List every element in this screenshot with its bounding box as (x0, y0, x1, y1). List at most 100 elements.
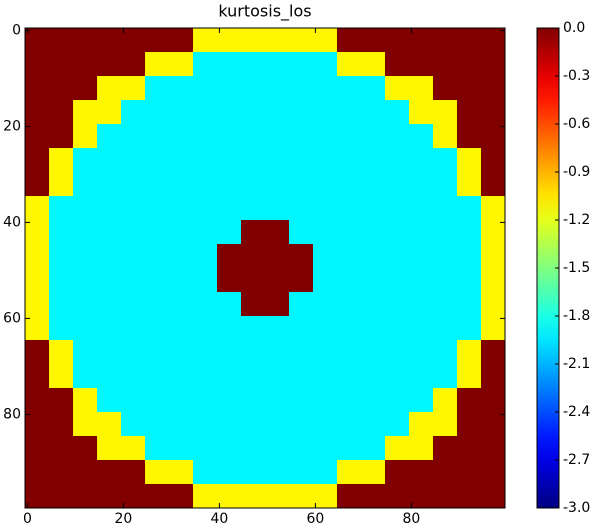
heatmap-cell (385, 172, 409, 196)
colorbar-tick-label: -1.8 (563, 308, 590, 324)
heatmap-cell (193, 100, 217, 124)
heatmap-cell (409, 316, 433, 340)
heatmap-cell (49, 316, 73, 340)
y-tick-label: 60 (3, 310, 21, 326)
heatmap-cell (457, 436, 481, 460)
heatmap-cell (169, 244, 193, 268)
heatmap-cell (409, 268, 433, 292)
heatmap-cell (145, 364, 169, 388)
heatmap-cell (169, 292, 193, 316)
heatmap-cell (337, 220, 361, 244)
heatmap-cell (337, 316, 361, 340)
heatmap-cell (409, 340, 433, 364)
heatmap-cell (313, 268, 337, 292)
heatmap-cell (145, 52, 169, 76)
heatmap-cell (169, 76, 193, 100)
heatmap-cell (25, 124, 49, 148)
heatmap-cell (217, 172, 241, 196)
chart-title: kurtosis_los (218, 2, 311, 22)
heatmap-cell (73, 292, 97, 316)
heatmap-cell (433, 100, 457, 124)
heatmap-cell (25, 172, 49, 196)
heatmap-cell (241, 244, 265, 268)
heatmap-cell (25, 244, 49, 268)
heatmap-cell (73, 52, 97, 76)
heatmap-cell (433, 388, 457, 412)
heatmap-cell (169, 316, 193, 340)
heatmap-cell (289, 364, 313, 388)
heatmap-cell (169, 148, 193, 172)
heatmap-cell (265, 412, 289, 436)
heatmap-cell (145, 28, 169, 52)
heatmap-cell (385, 220, 409, 244)
heatmap-cell (385, 292, 409, 316)
heatmap-cell (241, 412, 265, 436)
heatmap-cell (193, 124, 217, 148)
heatmap-cell (337, 268, 361, 292)
heatmap-cell (481, 268, 505, 292)
heatmap-cell (241, 340, 265, 364)
heatmap-cell (433, 484, 457, 508)
heatmap-cell (433, 268, 457, 292)
heatmap-cell (481, 412, 505, 436)
heatmap-cell (121, 436, 145, 460)
heatmap-cell (193, 244, 217, 268)
x-tick-label: 20 (114, 511, 132, 524)
heatmap-cell (97, 28, 121, 52)
heatmap-cell (289, 196, 313, 220)
heatmap-cell (121, 388, 145, 412)
heatmap-cell (169, 388, 193, 412)
heatmap-cell (457, 412, 481, 436)
heatmap-cell (73, 268, 97, 292)
heatmap-cell (217, 484, 241, 508)
heatmap-cell (457, 292, 481, 316)
heatmap-cell (481, 340, 505, 364)
y-tick-label: 40 (3, 214, 21, 230)
heatmap-cell (265, 388, 289, 412)
heatmap-cell (169, 364, 193, 388)
heatmap-cell (145, 124, 169, 148)
heatmap-cell (217, 244, 241, 268)
heatmap-cell (409, 148, 433, 172)
heatmap-cell (481, 124, 505, 148)
heatmap-cell (361, 292, 385, 316)
heatmap-cell (49, 340, 73, 364)
heatmap-cell (73, 244, 97, 268)
colorbar-tick-label: -1.2 (563, 212, 590, 228)
heatmap-cell (361, 124, 385, 148)
heatmap-cell (49, 436, 73, 460)
heatmap (25, 28, 505, 508)
heatmap-cell (481, 436, 505, 460)
heatmap-cell (217, 268, 241, 292)
heatmap-cell (121, 220, 145, 244)
heatmap-cell (241, 268, 265, 292)
heatmap-cell (433, 292, 457, 316)
heatmap-cell (121, 460, 145, 484)
heatmap-cell (337, 436, 361, 460)
heatmap-cell (97, 388, 121, 412)
heatmap-cell (121, 28, 145, 52)
heatmap-cell (409, 364, 433, 388)
heatmap-cell (241, 460, 265, 484)
heatmap-cell (385, 268, 409, 292)
heatmap-cell (289, 316, 313, 340)
colorbar-tick-label: -0.3 (563, 68, 590, 84)
colorbar-tick-label: -0.6 (563, 116, 590, 132)
heatmap-cell (433, 76, 457, 100)
heatmap-cell (241, 28, 265, 52)
heatmap-cell (25, 460, 49, 484)
heatmap-cell (25, 100, 49, 124)
heatmap-cell (193, 436, 217, 460)
heatmap-cell (313, 292, 337, 316)
heatmap-cell (145, 460, 169, 484)
heatmap-cell (385, 52, 409, 76)
heatmap-cell (73, 196, 97, 220)
heatmap-cell (25, 484, 49, 508)
heatmap-cell (433, 124, 457, 148)
heatmap-cell (121, 316, 145, 340)
heatmap-cell (313, 412, 337, 436)
heatmap-cell (193, 28, 217, 52)
heatmap-cell (409, 196, 433, 220)
heatmap-cell (337, 460, 361, 484)
heatmap-cell (217, 196, 241, 220)
